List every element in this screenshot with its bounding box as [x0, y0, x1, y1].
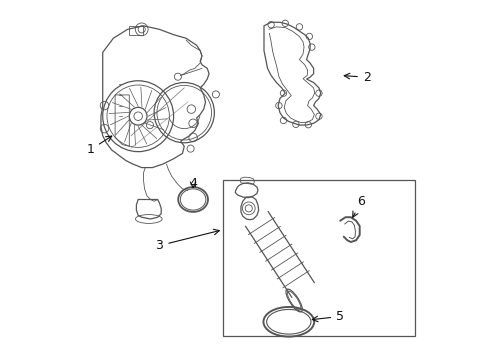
Text: 6: 6 — [352, 195, 365, 217]
Text: 3: 3 — [155, 229, 219, 252]
Text: 5: 5 — [312, 310, 344, 323]
Bar — [223, 180, 414, 336]
Text: 1: 1 — [86, 136, 112, 156]
Text: 2: 2 — [344, 71, 370, 84]
Text: 4: 4 — [189, 177, 197, 190]
